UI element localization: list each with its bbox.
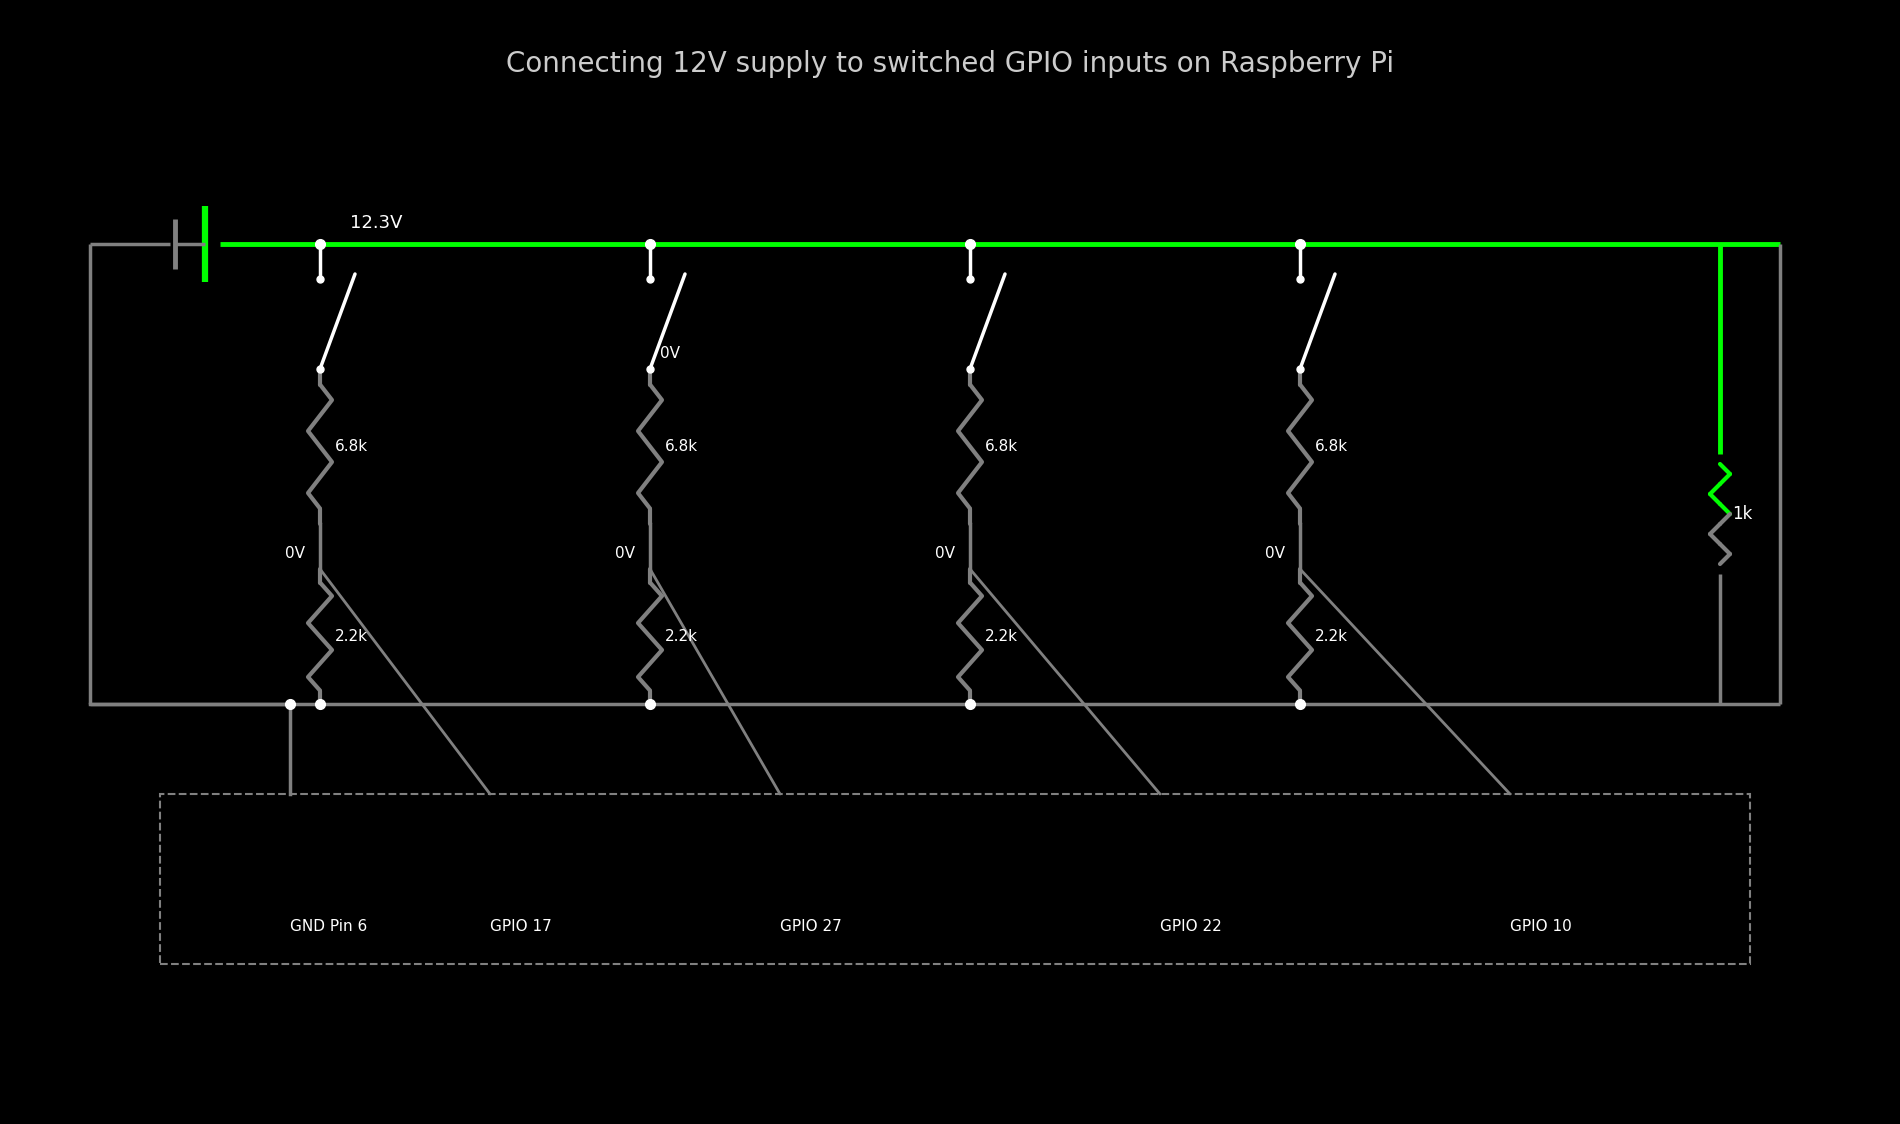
Text: 2.2k: 2.2k xyxy=(1315,629,1347,644)
Text: GPIO 17: GPIO 17 xyxy=(490,919,551,934)
Text: 6.8k: 6.8k xyxy=(984,439,1018,454)
Text: 12.3V: 12.3V xyxy=(350,214,403,232)
Text: 0V: 0V xyxy=(935,546,956,561)
Text: 0V: 0V xyxy=(285,546,306,561)
Text: 6.8k: 6.8k xyxy=(334,439,369,454)
Text: 0V: 0V xyxy=(616,546,635,561)
Text: 0V: 0V xyxy=(1265,546,1284,561)
Text: 1k: 1k xyxy=(1733,505,1752,523)
Text: GPIO 10: GPIO 10 xyxy=(1510,919,1571,934)
Text: 0V: 0V xyxy=(659,346,680,361)
Text: 2.2k: 2.2k xyxy=(665,629,697,644)
Text: 2.2k: 2.2k xyxy=(984,629,1018,644)
Text: GPIO 27: GPIO 27 xyxy=(781,919,842,934)
Text: GND Pin 6: GND Pin 6 xyxy=(291,919,367,934)
Text: 2.2k: 2.2k xyxy=(334,629,369,644)
Text: 6.8k: 6.8k xyxy=(1315,439,1349,454)
Text: GPIO 22: GPIO 22 xyxy=(1161,919,1222,934)
Text: Connecting 12V supply to switched GPIO inputs on Raspberry Pi: Connecting 12V supply to switched GPIO i… xyxy=(505,49,1395,78)
Text: 6.8k: 6.8k xyxy=(665,439,697,454)
